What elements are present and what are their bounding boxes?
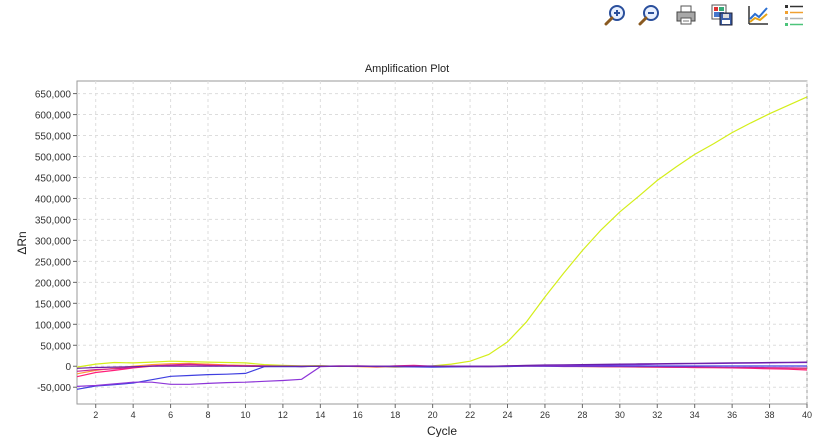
x-tick-label: 12 [278,410,288,420]
y-tick-label: 500,000 [35,153,72,164]
x-tick-label: 40 [802,410,812,420]
y-tick-label: 650,000 [35,90,72,101]
x-tick-label: 36 [727,410,737,420]
x-axis: 2 4 6 8 10 12 14 16 18 20 22 24 26 28 30 32 34 36 38 40 [93,404,812,420]
zoom-in-button[interactable] [602,2,630,28]
x-tick-label: 24 [503,410,513,420]
x-tick-label: 14 [315,410,325,420]
x-tick-label: 38 [765,410,775,420]
zoom-out-button[interactable] [636,2,664,28]
x-tick-label: 16 [353,410,363,420]
x-tick-label: 6 [168,410,173,420]
zoom-out-icon [638,5,659,26]
print-button[interactable] [672,2,700,28]
legend-icon [785,5,803,26]
chart-title: Amplification Plot [365,63,449,75]
y-tick-label: 600,000 [35,111,72,122]
series-layer [76,96,808,390]
y-tick-label: 550,000 [35,132,72,143]
y-tick-label: 200,000 [35,278,72,289]
x-tick-label: 32 [652,410,662,420]
plot-background [76,80,808,405]
y-tick-label: 50,000 [40,341,71,352]
y-tick-label: 0 [65,362,71,373]
y-tick-label: 450,000 [35,173,72,184]
zoom-in-icon [604,5,625,26]
y-tick-label: 400,000 [35,194,72,205]
x-tick-label: 10 [240,410,250,420]
x-tick-label: 18 [390,410,400,420]
y-tick-label: -50,000 [37,383,71,394]
x-tick-label: 30 [615,410,625,420]
series-line-1 [76,96,808,368]
x-tick-label: 20 [428,410,438,420]
x-tick-label: 4 [131,410,136,420]
save-image-button[interactable] [708,2,736,28]
plot-toolbar [600,2,819,30]
y-tick-label: 250,000 [35,257,72,268]
y-axis-label: ΔRn [15,231,29,254]
plot-settings-icon [748,6,768,25]
x-tick-label: 22 [465,410,475,420]
plot-settings-button[interactable] [744,2,772,28]
x-tick-label: 26 [540,410,550,420]
series-line-7 [76,361,808,369]
x-tick-label: 8 [206,410,211,420]
series-line-5 [76,365,807,390]
x-axis-label: Cycle [427,424,457,437]
y-axis: -50,000 0 50,000 100,000 150,000 200,000 250,0… [35,90,77,394]
print-icon [676,5,696,25]
y-tick-label: 100,000 [35,320,72,331]
y-tick-label: 350,000 [35,215,72,226]
x-tick-label: 34 [690,410,700,420]
y-tick-label: 150,000 [35,299,72,310]
legend-button[interactable] [780,2,808,28]
x-tick-label: 28 [577,410,587,420]
save-image-icon [711,4,733,26]
y-tick-label: 300,000 [35,236,72,247]
x-tick-label: 2 [93,410,98,420]
